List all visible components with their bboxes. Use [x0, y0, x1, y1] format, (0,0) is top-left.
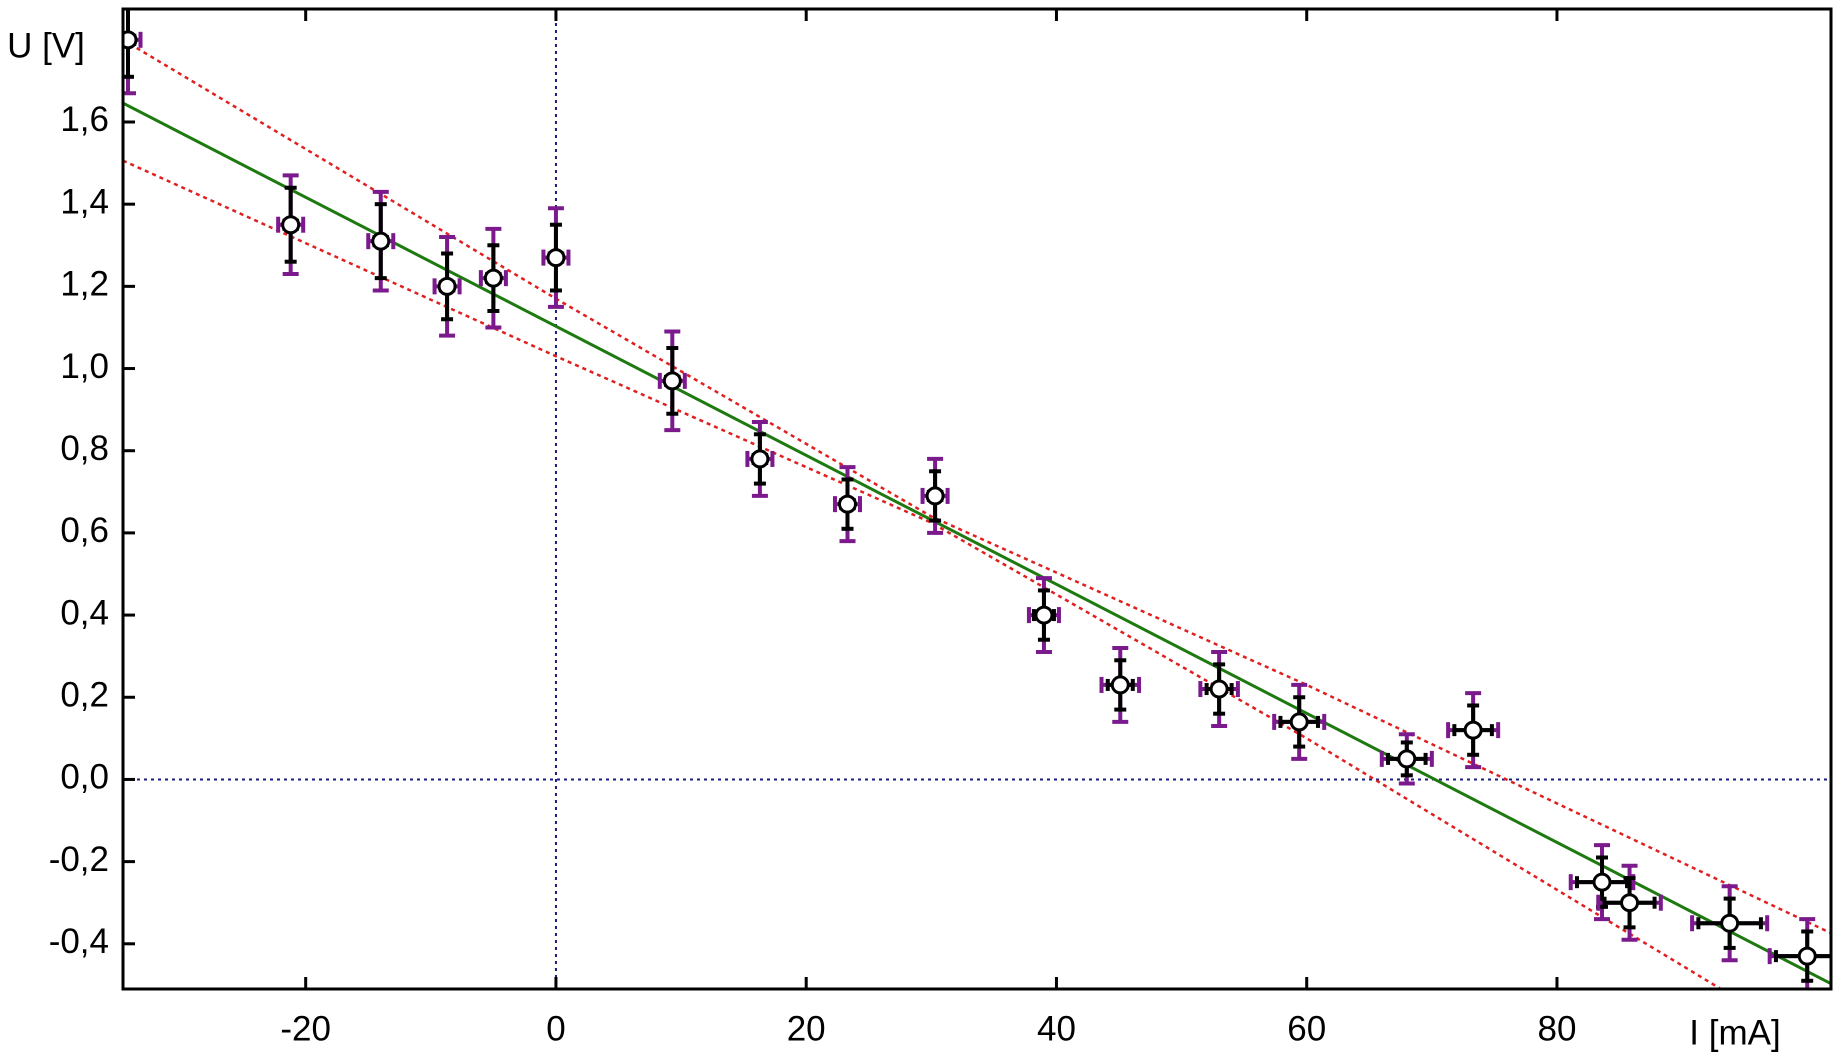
- y-tick-label: 1,0: [60, 347, 109, 386]
- data-point: [1797, 946, 1817, 966]
- data-point: [123, 30, 138, 50]
- confidence-band-upper: [123, 38, 1831, 935]
- data-point: [1620, 893, 1640, 913]
- x-tick-label: 80: [1538, 1009, 1577, 1048]
- data-point: [1034, 605, 1054, 625]
- data-point: [281, 215, 301, 235]
- x-tick-label: 40: [1037, 1009, 1076, 1048]
- data-point: [546, 248, 566, 268]
- x-tick-label: 60: [1287, 1009, 1326, 1048]
- data-point: [1463, 720, 1483, 740]
- plot-frame: [121, 7, 1833, 991]
- data-point: [750, 449, 770, 469]
- confidence-band-lower: [123, 159, 1722, 989]
- y-tick-label: -0,4: [49, 922, 109, 961]
- data-point: [437, 276, 457, 296]
- y-tick-label: 0,4: [60, 593, 109, 632]
- y-tick-label: 0,8: [60, 429, 109, 468]
- data-point: [837, 494, 857, 514]
- data-point: [1110, 675, 1130, 695]
- y-tick-label: 0,6: [60, 511, 109, 550]
- data-point: [925, 486, 945, 506]
- data-point: [1209, 679, 1229, 699]
- data-point: [1592, 872, 1612, 892]
- x-tick-label: 20: [787, 1009, 826, 1048]
- y-tick-label: 1,6: [60, 100, 109, 139]
- data-point: [1397, 749, 1417, 769]
- data-point: [662, 371, 682, 391]
- x-axis-label: I [mA]: [1689, 1013, 1780, 1052]
- data-point: [483, 268, 503, 288]
- data-point: [1720, 913, 1740, 933]
- y-tick-label: 0,0: [60, 758, 109, 797]
- x-tick-label: 0: [546, 1009, 565, 1048]
- data-point: [371, 231, 391, 251]
- fit-line: [123, 101, 1831, 985]
- x-tick-label: -20: [280, 1009, 331, 1048]
- plot-area: [123, 9, 1831, 989]
- y-tick-label: 0,2: [60, 676, 109, 715]
- data-point: [1289, 712, 1309, 732]
- y-tick-label: 1,2: [60, 265, 109, 304]
- y-axis-label: U [V]: [7, 26, 85, 65]
- y-tick-label: 1,4: [60, 182, 109, 221]
- y-tick-label: -0,2: [49, 840, 109, 879]
